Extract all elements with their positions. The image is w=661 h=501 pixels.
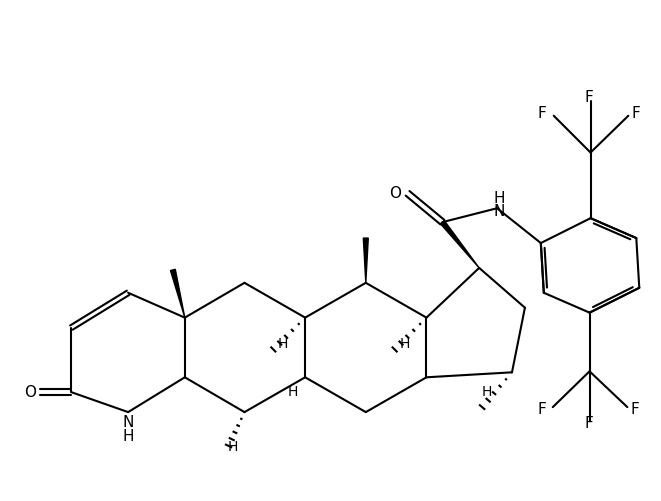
Polygon shape [364,238,368,283]
Text: N: N [122,414,134,429]
Text: H: H [122,429,134,444]
Text: F: F [537,106,546,121]
Text: H: H [227,440,238,454]
Text: O: O [24,385,36,400]
Text: F: F [537,402,546,417]
Text: F: F [631,402,640,417]
Text: O: O [389,186,401,201]
Text: H: H [278,338,288,352]
Text: F: F [584,415,593,430]
Text: N: N [493,204,505,219]
Text: H: H [482,385,492,399]
Text: H: H [493,191,505,206]
Text: H: H [288,385,298,399]
Polygon shape [171,270,185,318]
Polygon shape [440,220,479,268]
Text: H: H [399,338,410,352]
Text: F: F [632,106,641,121]
Text: F: F [584,90,593,105]
